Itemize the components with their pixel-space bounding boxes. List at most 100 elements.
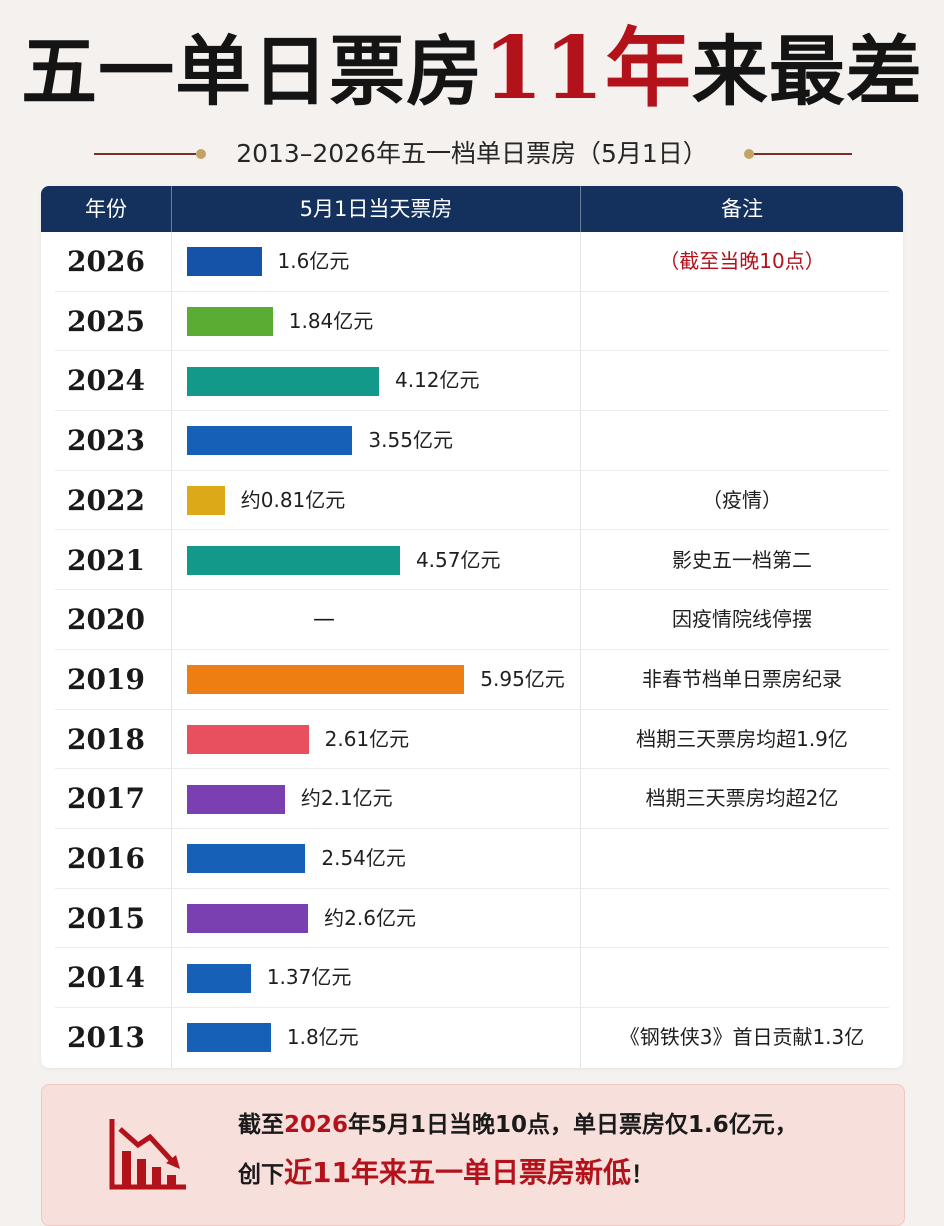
bar [187, 247, 262, 277]
row-divider [55, 648, 889, 650]
value-label: 约0.81亿元 [240, 487, 346, 512]
subtitle-right-line [754, 153, 852, 155]
title-part2: 来最差 [691, 27, 923, 116]
title-highlight: 11年 [483, 18, 692, 119]
table-row: 2022 约0.81亿元 （疫情） [41, 471, 903, 531]
value-label: 1.8亿元 [286, 1025, 359, 1050]
row-divider [55, 350, 889, 352]
title-part1: 五一单日票房 [21, 27, 484, 116]
bar [187, 963, 251, 993]
summary-text: 年5月1日当晚10点，单日票房仅1.6亿元， [348, 1112, 798, 1138]
header-note: 备注 [721, 197, 763, 221]
year-label: 2016 [67, 842, 145, 875]
bar [187, 545, 400, 575]
header-value: 5月1日当天票房 [299, 197, 453, 221]
table-row: 2016 2.54亿元 [41, 829, 903, 889]
table-row: 2018 2.61亿元 档期三天票房均超1.9亿 [41, 710, 903, 770]
value-label: 1.6亿元 [277, 249, 350, 273]
header-year: 年份 [85, 197, 127, 221]
row-divider [55, 768, 889, 770]
note-label: 档期三天票房均超2亿 [645, 786, 839, 811]
value-label: 1.37亿元 [266, 965, 352, 990]
value-label: 3.55亿元 [368, 428, 453, 453]
year-label: 2013 [67, 1021, 145, 1055]
value-label: 约2.6亿元 [324, 905, 416, 930]
row-divider [55, 589, 889, 591]
subtitle-row: 2013–2026年五一档单日票房（5月1日） [0, 134, 944, 174]
year-label: 2021 [67, 543, 145, 577]
bar [187, 665, 465, 695]
row-divider [55, 947, 889, 949]
year-label: 2018 [67, 722, 145, 756]
note-label: （疫情） [702, 487, 782, 512]
year-label: 2024 [67, 364, 145, 398]
table-row: 2024 4.12亿元 [41, 351, 903, 412]
table-row: 2023 3.55亿元 [41, 411, 903, 471]
note-label: 档期三天票房均超1.9亿 [636, 726, 848, 751]
table-row: 2013 1.8亿元 《钢铁侠3》首日贡献1.3亿 [41, 1008, 903, 1068]
value-label: 约2.1亿元 [300, 786, 393, 811]
summary-year: 2026 [284, 1112, 349, 1138]
row-divider [55, 827, 889, 829]
table-row: 2025 1.84亿元 [41, 292, 903, 352]
bar [187, 1023, 271, 1053]
subtitle-right-dot [744, 149, 754, 159]
note-label: 因疫情院线停摆 [672, 607, 812, 632]
summary-highlight: 近11年来五一单日票房新低 [284, 1156, 631, 1189]
value-label: 1.84亿元 [288, 308, 374, 333]
note-label: 影史五一档第二 [672, 547, 812, 572]
year-label: 2020 [67, 603, 145, 637]
column-divider [171, 232, 172, 1068]
value-label: 2.61亿元 [324, 726, 410, 751]
table-row: 2014 1.37亿元 [41, 948, 903, 1009]
row-divider [55, 887, 889, 889]
year-label: 2014 [67, 961, 145, 995]
page-title: 五一单日票房11年来最差 [0, 21, 944, 117]
header-separator [580, 186, 581, 232]
year-label: 2022 [67, 483, 145, 517]
summary-text: ！ [630, 1162, 654, 1188]
column-divider [580, 232, 581, 1068]
value-label: — [313, 607, 335, 633]
summary-box: 截至2026年5月1日当晚10点，单日票房仅1.6亿元， 创下近11年来五一单日… [41, 1084, 905, 1226]
summary-line1: 截至2026年5月1日当晚10点，单日票房仅1.6亿元， [238, 1105, 798, 1139]
value-label: 2.54亿元 [321, 846, 406, 870]
value-label: 4.12亿元 [394, 368, 480, 393]
bar [187, 844, 306, 874]
bar [187, 307, 273, 337]
year-label: 2025 [67, 304, 145, 338]
value-label: 4.57亿元 [415, 547, 501, 572]
header-separator [171, 186, 172, 232]
bar [187, 784, 285, 814]
bar [187, 426, 353, 456]
subtitle-left-line [94, 153, 196, 155]
summary-text: 创下 [238, 1162, 284, 1188]
table-header: 年份 5月1日当天票房 备注 [41, 186, 903, 232]
table-row: 2020 — 因疫情院线停摆 [41, 590, 903, 650]
note-label: 《钢铁侠3》首日贡献1.3亿 [619, 1025, 865, 1050]
row-divider [55, 529, 889, 531]
subtitle-left-dot [196, 149, 206, 159]
bar [187, 486, 225, 516]
row-divider [55, 290, 889, 292]
row-divider [55, 469, 889, 471]
year-label: 2017 [67, 782, 145, 816]
table-row: 2026 1.6亿元 （截至当晚10点） [41, 232, 903, 292]
row-divider [55, 410, 889, 412]
year-label: 2019 [67, 662, 145, 696]
row-divider [55, 708, 889, 710]
declining-chart-icon [109, 1119, 186, 1190]
table-row: 2021 4.57亿元 影史五一档第二 [41, 531, 903, 591]
row-divider [55, 1007, 889, 1009]
bar [187, 366, 379, 396]
year-label: 2015 [67, 901, 145, 935]
value-label: 5.95亿元 [480, 666, 565, 691]
subtitle: 2013–2026年五一档单日票房（5月1日） [236, 139, 708, 168]
table-row: 2019 5.95亿元 非春节档单日票房纪录 [41, 650, 903, 710]
box-office-table: 年份 5月1日当天票房 备注 2026 1.6亿元 （截至当晚10点） 2025 1.8… [41, 186, 903, 1068]
year-label: 2023 [67, 424, 145, 458]
note-label: （截至当晚10点） [659, 249, 825, 273]
bar [187, 904, 309, 934]
year-label: 2026 [67, 245, 145, 278]
summary-line2: 创下近11年来五一单日票房新低！ [238, 1151, 654, 1191]
